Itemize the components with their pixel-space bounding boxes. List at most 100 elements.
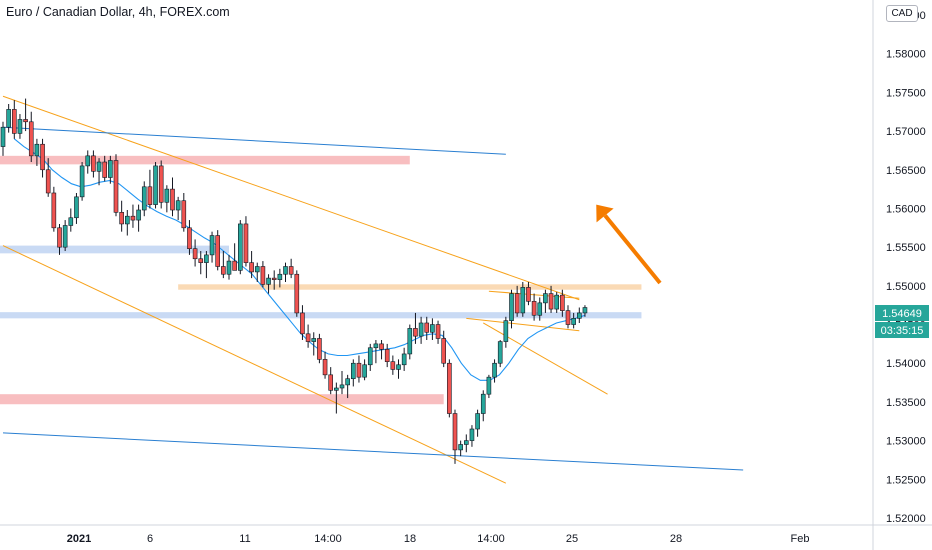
candle <box>249 251 254 279</box>
long-top-trendline <box>2 126 506 155</box>
price-tick-label: 1.52000 <box>886 513 926 525</box>
candle-body <box>288 266 294 275</box>
candle-body <box>254 266 260 273</box>
candle <box>554 292 560 313</box>
candle <box>486 374 492 399</box>
channel-bottom-trendline <box>2 245 507 484</box>
candle <box>158 160 164 209</box>
candle-body <box>23 119 28 123</box>
candle <box>12 100 17 139</box>
currency-button[interactable]: CAD <box>886 5 918 22</box>
candle <box>204 251 209 279</box>
price-tick-label: 1.57000 <box>886 126 926 138</box>
candle-body <box>560 294 565 311</box>
candle <box>221 251 226 279</box>
candle-body <box>45 169 51 194</box>
candle-body <box>480 393 486 414</box>
candle <box>113 154 119 217</box>
candle <box>51 186 57 232</box>
candle-body <box>28 121 34 157</box>
candle-body <box>373 343 379 349</box>
candle-body <box>396 364 401 370</box>
candle-body <box>0 126 6 147</box>
candle <box>401 347 407 371</box>
candle-body <box>136 209 141 221</box>
candle-body <box>221 266 226 275</box>
candle <box>130 204 136 228</box>
candle <box>170 177 175 217</box>
channel-top-trendline <box>2 95 580 301</box>
candle <box>367 343 373 371</box>
candle-body <box>424 322 430 333</box>
candle-body <box>238 223 243 271</box>
candle-body <box>520 287 526 314</box>
candle-body <box>40 143 45 171</box>
candle <box>475 409 480 437</box>
candle-body <box>34 143 40 157</box>
candle-body <box>390 361 396 370</box>
candle-body <box>96 161 102 172</box>
bullish-arrow-shaft <box>603 214 662 285</box>
candle <box>45 158 51 197</box>
candle <box>317 333 322 364</box>
candle-body <box>582 307 588 314</box>
candle-body <box>260 266 266 285</box>
price-tick-label: 1.57500 <box>886 87 926 99</box>
support-zone <box>0 312 642 319</box>
candle-body <box>486 376 492 395</box>
flag-bottom-trendline <box>466 317 580 332</box>
candle-body <box>407 328 413 355</box>
candle <box>260 261 266 288</box>
candle <box>407 324 413 360</box>
time-axis[interactable]: 2021 6 11 14:00 18 14:00 25 28 Feb <box>67 533 810 545</box>
candle <box>125 210 130 236</box>
candle-body <box>497 341 503 364</box>
candle <box>311 332 317 356</box>
candle <box>74 192 79 224</box>
time-tick-label: 14:00 <box>477 533 505 545</box>
candle-body <box>85 155 91 167</box>
candle <box>390 355 396 375</box>
candle-body <box>492 362 497 378</box>
candle <box>181 192 187 232</box>
candle-body <box>215 235 220 267</box>
candle <box>62 220 68 252</box>
candle-body <box>17 119 23 134</box>
candle-body <box>514 293 520 314</box>
candle-body <box>91 155 96 172</box>
candle-body <box>418 322 424 337</box>
candle-body <box>6 109 11 128</box>
price-axis[interactable]: 1.585001.580001.575001.570001.565001.560… <box>886 10 926 525</box>
candle-body <box>435 324 441 339</box>
candle-body <box>452 413 458 451</box>
candle-body <box>141 186 147 211</box>
candle-body <box>243 223 249 263</box>
candle-body <box>526 287 531 302</box>
candle-body <box>79 165 85 198</box>
candle-body <box>198 258 204 263</box>
candle <box>413 312 418 344</box>
candle-body <box>413 328 418 337</box>
candle-body <box>576 312 582 319</box>
candle-body <box>102 161 107 178</box>
candle-body <box>158 165 164 203</box>
candle-body <box>51 192 57 229</box>
candle-body <box>441 338 447 364</box>
candle <box>543 289 548 313</box>
price-tick-label: 1.53500 <box>886 397 926 409</box>
candle <box>520 281 526 317</box>
zone-layer <box>0 155 642 405</box>
resistance-zone <box>0 394 444 405</box>
candle-body <box>74 196 79 219</box>
countdown-badge <box>875 322 929 339</box>
candle <box>339 370 345 395</box>
chart-title: Euro / Canadian Dollar, 4h, FOREX.com <box>6 5 230 19</box>
candle <box>232 243 237 271</box>
candle <box>458 440 463 457</box>
candle-body <box>147 186 153 205</box>
candle <box>283 262 288 282</box>
last-price-label: 1.54649 <box>882 308 922 320</box>
long-bottom-trendline <box>2 432 744 471</box>
candle <box>153 162 158 209</box>
